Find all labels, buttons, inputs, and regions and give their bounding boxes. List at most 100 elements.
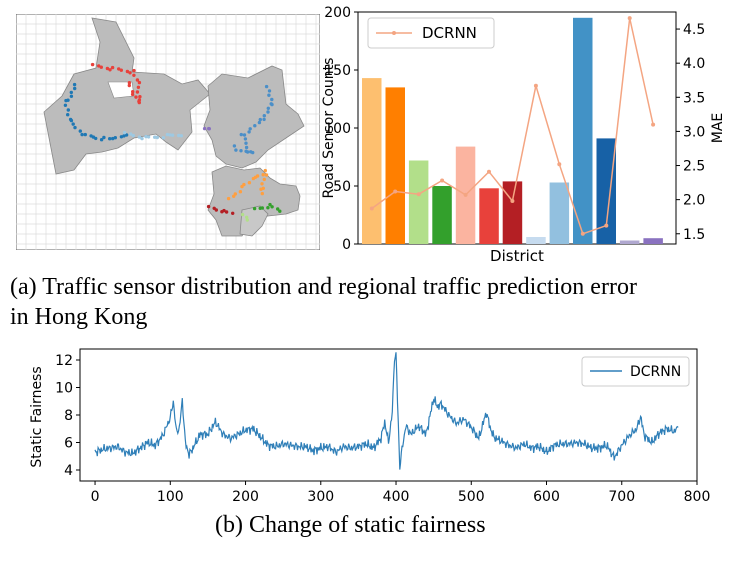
sensor-dot [125,69,130,74]
bar-right-tick-label: 3.0 [683,124,705,140]
sensor-dot [137,100,141,105]
mae-point-1 [369,206,374,211]
bar-x-axis-label: District [490,247,544,265]
line-x-tick-label: 100 [157,489,184,505]
sensor-dot [262,177,266,182]
bar-right-tick-label: 4.0 [683,56,705,72]
sensor-dot [266,206,270,210]
sensor-dot [119,135,124,139]
line-axis-ticks: 0 100 200 300 400 500 600 700 800 4 6 8 10 12 [55,353,710,505]
sensor-dot [244,145,249,150]
sensor-dot [138,95,142,99]
sensor-dot [105,66,110,71]
bar-left-tick-label: 200 [324,5,351,21]
bar-left-tick-label: 100 [324,121,351,137]
sensor-dot [248,127,252,131]
line-legend: DCRNN [581,356,690,387]
hong-kong-sensor-map [16,14,320,250]
sensor-count-mae-chart: 0 50 100 150 200 1.5 2.0 2.5 3.0 3.5 4.0 4.5 Road … [321,5,726,265]
district-region-northeast [203,65,305,169]
bar-right-tick-label: 4.5 [683,22,705,38]
line-x-tick-label: 0 [91,489,100,505]
sensor-dot [90,62,95,67]
sensor-dot [214,208,218,212]
sensor-dot [69,118,74,123]
bar-legend-box [367,17,495,49]
bar-left-tick-label: 150 [324,63,351,79]
sensor-dot [244,149,248,153]
sensor-dot [155,135,159,140]
sensor-dot [135,78,140,82]
bar-district-1 [362,78,382,244]
line-x-tick-label: 700 [608,489,635,505]
sensor-dot [234,148,238,152]
sensor-dot [222,208,226,213]
line-x-tick-label: 400 [383,489,410,505]
sensor-dot [72,82,77,87]
sensor-dot [102,135,106,140]
district-region-kowloon [207,165,301,237]
sensor-dot [117,67,121,71]
sensor-dot [240,212,245,217]
bar-district-9 [549,182,570,244]
mae-point-8 [533,83,538,88]
static-fairness-chart: 0 100 200 300 400 500 600 700 800 4 6 8 10 12 Static … [29,348,710,505]
sensor-dot [128,71,132,75]
sensor-dot [207,127,211,131]
sensor-dots [63,62,282,222]
sensor-dot [129,132,133,136]
sensor-dot [99,138,104,142]
sensor-dot [131,90,135,94]
bar-right-tick-label: 1.5 [683,227,705,243]
bar-legend-label: DCRNN [422,24,477,42]
sensor-dot [266,106,270,111]
sensor-dot [262,114,266,118]
caption-a-line1: (a) Traffic sensor distribution and regi… [10,274,637,300]
mae-point-9 [557,162,562,167]
sensor-dot [251,150,255,155]
sensor-dot [257,120,262,125]
bar-district-4 [432,186,452,244]
sensor-dot [136,85,141,90]
sensor-dot [226,196,231,201]
sensor-dot [266,110,270,114]
sensor-dot [260,206,264,210]
sensor-dot [83,132,88,137]
sensor-dot [131,133,135,138]
sensor-dot [165,132,170,137]
line-x-tick-label: 500 [458,489,485,505]
sensor-dot [119,68,124,72]
sensor-dot [97,64,101,68]
bar-right-tick-label: 2.0 [683,193,705,209]
sensor-dot [127,81,132,85]
sensor-dot [267,93,271,97]
bar-right-axis-label: MAE [710,113,726,144]
bar-y-axis-label: Road Sensor Counts [321,58,337,199]
bar-district-7 [502,181,523,244]
sensor-dot [206,204,211,209]
mae-point-12 [627,16,632,21]
sensor-dot [245,215,249,219]
fairness-series [94,352,679,470]
line-x-tick-label: 800 [684,489,711,505]
sensor-dot [247,130,251,134]
line-y-tick-label: 10 [55,381,73,397]
sensor-dot [268,202,272,207]
sensor-dot [64,98,68,103]
line-x-tick-label: 600 [533,489,560,505]
sensor-dot [260,182,264,186]
bar-left-tick-label: 50 [333,179,351,195]
mae-point-5 [463,192,468,197]
sensor-dot [258,117,262,122]
line-y-axis-label: Static Fairness [29,366,45,467]
sensor-dot [242,133,247,137]
line-y-tick-label: 6 [64,436,73,452]
mae-point-7 [510,199,515,203]
sensor-dot [261,173,265,177]
caption-a-line2: in Hong Kong [10,304,148,330]
sensor-dot [113,136,118,140]
sensor-dot [122,130,127,135]
sensor-dot [244,141,248,145]
bar-district-10 [573,17,593,244]
sensor-dot [73,86,77,91]
